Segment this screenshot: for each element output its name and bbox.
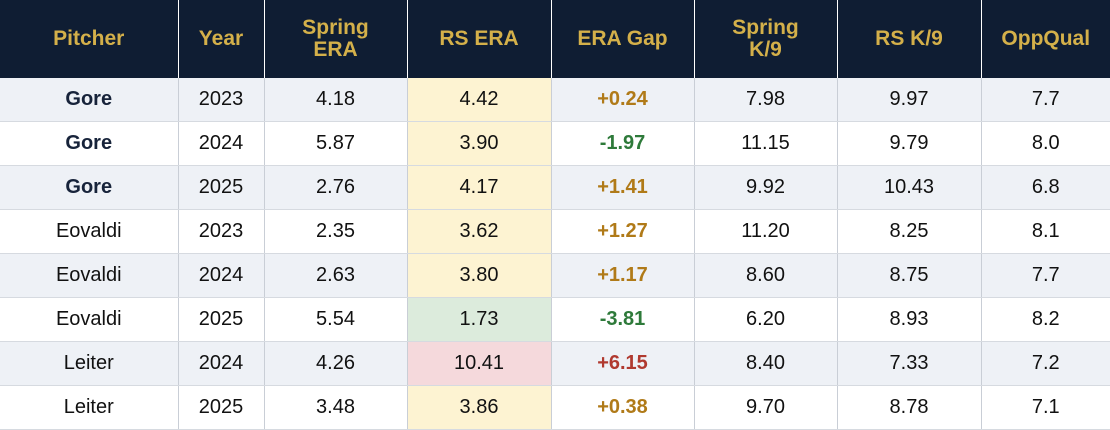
- pitcher-cell: Eovaldi: [0, 253, 179, 298]
- header-era-gap: ERA Gap: [551, 0, 695, 78]
- spring-era-cell: 5.87: [264, 121, 408, 166]
- table-row: Leiter 2024 4.26 10.41 +6.15 8.40 7.33 7…: [0, 341, 1110, 386]
- oppqual-cell: 7.7: [981, 78, 1110, 122]
- rs-era-cell: 3.90: [407, 121, 552, 166]
- rs-era-cell: 3.86: [407, 385, 552, 430]
- rs-era-cell: 3.62: [407, 209, 552, 254]
- spring-era-cell: 2.35: [264, 209, 408, 254]
- pitcher-cell: Leiter: [0, 385, 179, 430]
- table-body: Gore 2023 4.18 4.42 +0.24 7.98 9.97 7.7 …: [0, 78, 1110, 430]
- oppqual-cell: 6.8: [981, 165, 1110, 210]
- rs-k9-cell: 8.78: [837, 385, 982, 430]
- spring-k9-cell: 11.20: [694, 209, 838, 254]
- rs-era-cell: 10.41: [407, 341, 552, 386]
- oppqual-cell: 7.7: [981, 253, 1110, 298]
- era-gap-cell: +1.27: [551, 209, 695, 254]
- spring-k9-cell: 6.20: [694, 297, 838, 342]
- table-row: Gore 2025 2.76 4.17 +1.41 9.92 10.43 6.8: [0, 165, 1110, 210]
- pitcher-cell: Leiter: [0, 341, 179, 386]
- rs-k9-cell: 8.25: [837, 209, 982, 254]
- header-rs-k9: RS K/9: [837, 0, 982, 78]
- pitcher-cell: Eovaldi: [0, 297, 179, 342]
- header-row: Pitcher Year Spring ERA RS ERA ERA Gap Sp…: [0, 0, 1110, 78]
- table-row: Gore 2023 4.18 4.42 +0.24 7.98 9.97 7.7: [0, 78, 1110, 122]
- table-row: Leiter 2025 3.48 3.86 +0.38 9.70 8.78 7.…: [0, 385, 1110, 430]
- rs-k9-cell: 8.75: [837, 253, 982, 298]
- spring-era-cell: 2.63: [264, 253, 408, 298]
- era-gap-cell: -3.81: [551, 297, 695, 342]
- era-gap-cell: +1.17: [551, 253, 695, 298]
- spring-k9-cell: 8.60: [694, 253, 838, 298]
- spring-era-cell: 4.18: [264, 78, 408, 122]
- table-row: Gore 2024 5.87 3.90 -1.97 11.15 9.79 8.0: [0, 121, 1110, 166]
- pitcher-cell: Gore: [0, 78, 179, 122]
- header-year: Year: [178, 0, 265, 78]
- oppqual-cell: 8.0: [981, 121, 1110, 166]
- oppqual-cell: 8.2: [981, 297, 1110, 342]
- year-cell: 2024: [178, 253, 265, 298]
- year-cell: 2025: [178, 297, 265, 342]
- rs-k9-cell: 7.33: [837, 341, 982, 386]
- table-header: Pitcher Year Spring ERA RS ERA ERA Gap Sp…: [0, 0, 1110, 78]
- header-rs-era: RS ERA: [407, 0, 552, 78]
- year-cell: 2024: [178, 121, 265, 166]
- table-row: Eovaldi 2025 5.54 1.73 -3.81 6.20 8.93 8…: [0, 297, 1110, 342]
- spring-k9-cell: 8.40: [694, 341, 838, 386]
- pitcher-cell: Eovaldi: [0, 209, 179, 254]
- era-gap-cell: +0.24: [551, 78, 695, 122]
- oppqual-cell: 8.1: [981, 209, 1110, 254]
- spring-era-cell: 5.54: [264, 297, 408, 342]
- table-row: Eovaldi 2023 2.35 3.62 +1.27 11.20 8.25 …: [0, 209, 1110, 254]
- spring-k9-cell: 11.15: [694, 121, 838, 166]
- header-pitcher: Pitcher: [0, 0, 179, 78]
- year-cell: 2025: [178, 385, 265, 430]
- era-gap-cell: +1.41: [551, 165, 695, 210]
- era-gap-cell: +0.38: [551, 385, 695, 430]
- oppqual-cell: 7.2: [981, 341, 1110, 386]
- year-cell: 2023: [178, 78, 265, 122]
- rs-k9-cell: 9.79: [837, 121, 982, 166]
- era-gap-cell: +6.15: [551, 341, 695, 386]
- year-cell: 2024: [178, 341, 265, 386]
- rs-era-cell: 3.80: [407, 253, 552, 298]
- pitcher-cell: Gore: [0, 165, 179, 210]
- rs-k9-cell: 10.43: [837, 165, 982, 210]
- spring-k9-cell: 7.98: [694, 78, 838, 122]
- era-gap-cell: -1.97: [551, 121, 695, 166]
- header-spring-k9: Spring K/9: [694, 0, 838, 78]
- rs-era-cell: 1.73: [407, 297, 552, 342]
- spring-k9-cell: 9.70: [694, 385, 838, 430]
- year-cell: 2023: [178, 209, 265, 254]
- spring-k9-cell: 9.92: [694, 165, 838, 210]
- spring-era-cell: 4.26: [264, 341, 408, 386]
- rs-k9-cell: 9.97: [837, 78, 982, 122]
- rs-era-cell: 4.42: [407, 78, 552, 122]
- rs-k9-cell: 8.93: [837, 297, 982, 342]
- year-cell: 2025: [178, 165, 265, 210]
- pitcher-cell: Gore: [0, 121, 179, 166]
- header-spring-era: Spring ERA: [264, 0, 408, 78]
- spring-era-cell: 3.48: [264, 385, 408, 430]
- table-row: Eovaldi 2024 2.63 3.80 +1.17 8.60 8.75 7…: [0, 253, 1110, 298]
- oppqual-cell: 7.1: [981, 385, 1110, 430]
- header-oppqual: OppQual: [981, 0, 1110, 78]
- spring-era-cell: 2.76: [264, 165, 408, 210]
- rs-era-cell: 4.17: [407, 165, 552, 210]
